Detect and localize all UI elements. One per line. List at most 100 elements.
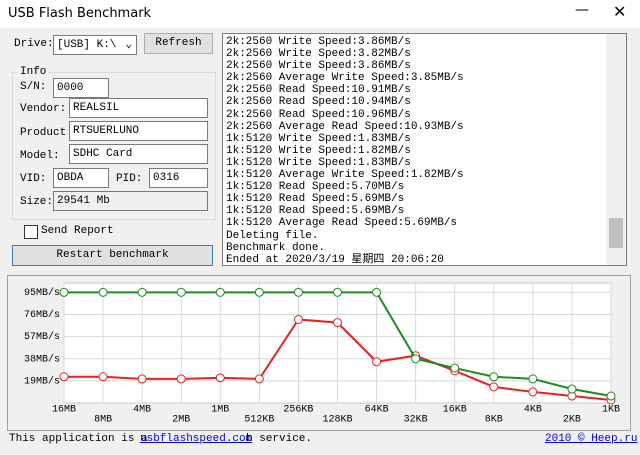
footer-text-end: b service. (246, 433, 313, 445)
drive-select[interactable]: [USB] K:\ ⌄ (53, 35, 137, 55)
y-tick-label: 76MB/s (24, 309, 60, 321)
point-marker (293, 287, 303, 297)
info-group (12, 72, 216, 220)
chart: 19MB/s 38MB/s 57MB/s 76MB/s 95MB/s 16MB 8MB 4MB… (7, 275, 631, 431)
point-marker (528, 374, 538, 384)
log-line: 2k:2560 Read Speed:10.96MB/s (226, 108, 411, 121)
close[interactable]: ✕ (613, 2, 627, 21)
point-marker (333, 318, 342, 328)
drive-label: Drive: (14, 38, 54, 50)
log-line: 2k:2560 Read Speed:10.94MB/s (226, 96, 411, 109)
point-marker (606, 391, 616, 401)
scroll-thumb[interactable] (609, 218, 623, 248)
log-line: Benchmark done. (226, 241, 326, 254)
point-marker (176, 374, 186, 384)
point-marker (528, 387, 538, 397)
size-label: Size: (20, 196, 54, 208)
footer-right-link[interactable]: 2010 © Heep.ru (545, 433, 638, 445)
y-tick-label: 19MB/s (24, 376, 60, 388)
window-title: USB Flash Benchmark (8, 6, 152, 21)
info-title: Info (18, 66, 49, 78)
log-line: 2k:2560 Average Read Speed:10.93MB/s (226, 120, 464, 133)
log-line: Deleting file. (226, 229, 319, 242)
point-marker (489, 382, 499, 392)
log-line: Ended at 2020/3/19 星期四 20:06:20 (226, 253, 444, 266)
x-tick-label: 2MB (172, 415, 190, 426)
x-tick-label: 1MB (211, 405, 229, 416)
point-marker (98, 372, 108, 382)
footer-text: This application is a (9, 433, 148, 445)
product-field: RTSUERLUNO (69, 121, 208, 141)
sn-field: 0000 (53, 78, 109, 98)
point-marker (333, 287, 342, 297)
vid-field: OBDA (53, 168, 109, 188)
x-tick-label: 8KB (485, 415, 503, 426)
point-marker (176, 287, 186, 297)
point-marker (98, 287, 108, 297)
x-tick-label: 4KB (524, 405, 542, 416)
vendor-field: REALSIL (69, 98, 208, 118)
vendor-label: Vendor: (20, 103, 67, 115)
size-field: 29541 Mb (53, 191, 208, 211)
model-field: SDHC Card (69, 144, 208, 164)
log-line: 1k:5120 Average Read Speed:5.69MB/s (226, 217, 458, 230)
x-tick-label: 64KB (365, 405, 389, 416)
log-line: 2k:2560 Average Write Speed:3.85MB/s (226, 72, 464, 85)
restart-button[interactable]: Restart benchmark (12, 245, 213, 266)
log-box: 2k:2560 Write Speed:3.86MB/s 2k:2560 Writ… (222, 33, 627, 266)
y-tick-label: 57MB/s (24, 331, 60, 343)
footer-link[interactable]: usbflashspeed.com (140, 433, 253, 445)
log-line: 1k:5120 Write Speed:1.83MB/s (226, 132, 411, 145)
point-marker (137, 287, 147, 297)
point-marker (411, 354, 421, 364)
send-report-label: Send Report (41, 225, 114, 237)
x-tick-label: 128KB (322, 415, 352, 426)
x-tick-label: 256KB (283, 405, 313, 416)
log-line: 1k:5120 Read Speed:5.69MB/s (226, 205, 405, 218)
log-line: 1k:5120 Average Write Speed:1.82MB/s (226, 169, 464, 182)
log-line: 2k:2560 Write Speed:3.86MB/s (226, 60, 411, 73)
pid-label: PID: (116, 173, 143, 185)
point-marker (567, 384, 577, 394)
send-report-checkbox[interactable] (24, 225, 38, 239)
point-marker (59, 287, 69, 297)
product-label: Product: (20, 127, 73, 139)
refresh-button[interactable]: Refresh (144, 33, 213, 54)
x-tick-label: 16KB (443, 405, 467, 416)
x-tick-label: 2KB (563, 415, 581, 426)
log-line: 1k:5120 Read Speed:5.69MB/s (226, 193, 405, 206)
point-marker (372, 357, 382, 367)
point-marker (254, 287, 264, 297)
scrollbar[interactable] (606, 34, 626, 265)
point-marker (489, 372, 499, 382)
log-line: 1k:5120 Read Speed:5.70MB/s (226, 181, 405, 194)
point-marker (215, 373, 225, 383)
y-tick-label: 38MB/s (24, 353, 60, 365)
sn-label: S/N: (20, 81, 47, 93)
log-line: 2k:2560 Read Speed:10.91MB/s (226, 84, 411, 97)
point-marker (254, 374, 264, 384)
log-line: 2k:2560 Write Speed:3.86MB/s (226, 36, 411, 48)
x-tick-label: 32KB (404, 415, 428, 426)
minimize[interactable]: — (575, 2, 589, 18)
vid-label: VID: (20, 173, 47, 185)
point-marker (59, 372, 69, 382)
y-tick-label: 95MB/s (24, 287, 60, 299)
point-marker (215, 287, 225, 297)
point-marker (137, 374, 147, 384)
drive-value: [USB] K:\ (57, 39, 117, 51)
point-marker (450, 363, 460, 373)
log-line: 1k:5120 Write Speed:1.83MB/s (226, 156, 411, 169)
point-marker (293, 314, 303, 324)
x-tick-label: 4MB (133, 405, 151, 416)
pid-field: 0316 (149, 168, 208, 188)
title-bar (0, 0, 640, 28)
x-tick-label: 8MB (94, 415, 112, 426)
point-marker (372, 287, 382, 297)
model-label: Model: (20, 150, 60, 162)
x-tick-label: 1KB (602, 405, 620, 416)
log-line: 2k:2560 Write Speed:3.82MB/s (226, 48, 411, 61)
x-tick-label: 16MB (52, 405, 76, 416)
log-line: 1k:5120 Write Speed:1.82MB/s (226, 144, 411, 157)
